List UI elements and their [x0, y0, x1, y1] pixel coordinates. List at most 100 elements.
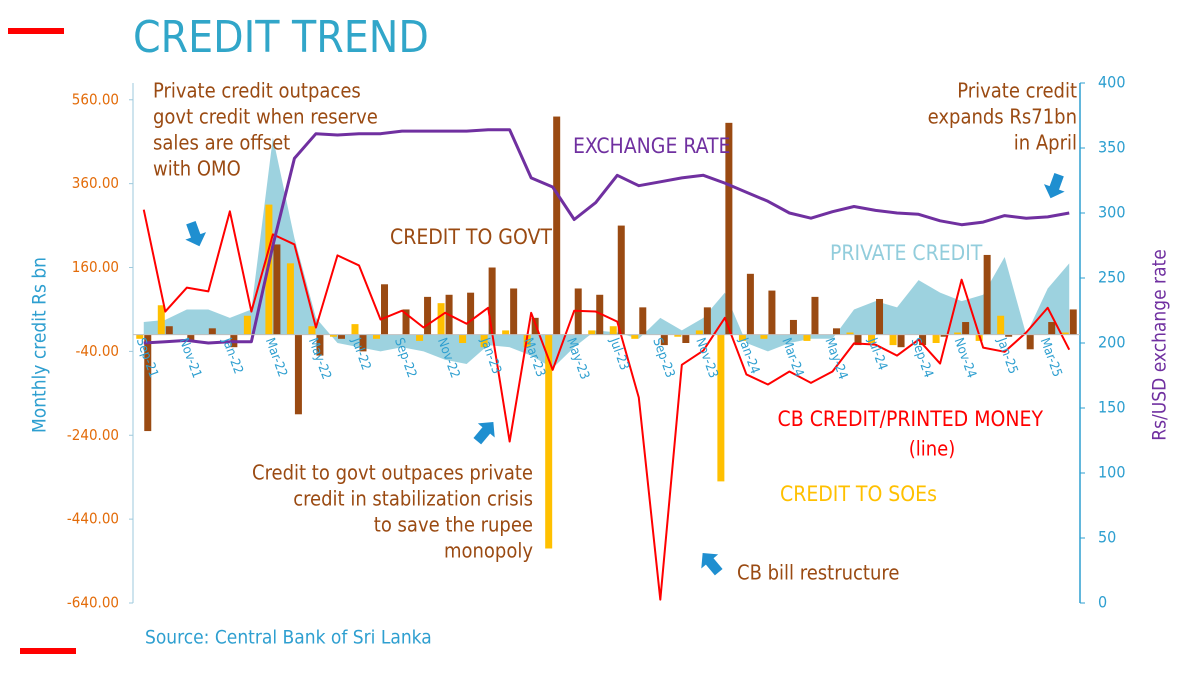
- bar: [208, 328, 216, 335]
- bar: [954, 332, 962, 335]
- arrows: [185, 173, 1065, 576]
- x-tick-label: Jul-24: [864, 335, 890, 372]
- y-tick-label: -640.00: [67, 594, 119, 612]
- bar: [359, 334, 367, 352]
- bar: [416, 334, 424, 341]
- bar: [437, 303, 445, 335]
- bar: [746, 273, 754, 335]
- y-tick-label: -440.00: [67, 510, 119, 528]
- x-tick-label: Sep-24: [908, 336, 936, 380]
- bar: [596, 294, 604, 335]
- bar: [502, 330, 510, 335]
- bar: [545, 334, 553, 549]
- bar: [803, 334, 811, 341]
- bar: [381, 284, 389, 335]
- x-tick-label: Sep-23: [649, 336, 677, 380]
- annotation: (line): [909, 437, 956, 461]
- y-tick-label: -240.00: [67, 426, 119, 444]
- bar: [639, 307, 647, 335]
- bar: [373, 334, 381, 339]
- bar: [789, 319, 797, 335]
- y2-tick-label: 0: [1098, 593, 1107, 612]
- y2-tick-label: 350: [1098, 138, 1125, 157]
- annotation: Private credit outpaces: [153, 79, 361, 103]
- bar: [738, 334, 746, 341]
- series-label: PRIVATE CREDIT: [830, 241, 983, 265]
- series-label: EXCHANGE RATE: [573, 134, 730, 158]
- plot-area: [136, 116, 1077, 601]
- bar: [932, 334, 940, 343]
- bar: [467, 292, 475, 335]
- bar: [868, 334, 876, 343]
- bar: [760, 334, 768, 339]
- x-tick-label: May-22: [305, 336, 334, 382]
- bar: [631, 334, 639, 339]
- y-tick-label: -40.00: [76, 342, 120, 360]
- source-note: Source: Central Bank of Sri Lanka: [145, 627, 432, 649]
- annotation: sales are offset: [153, 131, 290, 155]
- bar: [329, 334, 337, 337]
- y2-tick-label: 300: [1098, 203, 1125, 222]
- bar: [997, 315, 1005, 335]
- y2-tick-label: 250: [1098, 268, 1125, 287]
- bar: [243, 315, 251, 335]
- y-tick-label: 360.00: [72, 174, 119, 192]
- x-tick-label: May-23: [563, 336, 592, 382]
- bar: [674, 334, 682, 337]
- y2-tick-label: 50: [1098, 528, 1116, 547]
- x-tick-label: Jul-23: [606, 335, 632, 372]
- bar: [1061, 332, 1069, 335]
- annotation: CB bill restructure: [737, 561, 899, 585]
- bar: [703, 307, 711, 335]
- bar: [983, 254, 991, 335]
- annotation: with OMO: [153, 157, 241, 181]
- series-label: CB CREDIT/PRINTED MONEY: [778, 407, 1044, 431]
- arrow-icon: [473, 422, 495, 445]
- annotation: Credit to govt outpaces private: [252, 461, 533, 485]
- bar: [286, 263, 294, 335]
- bar: [832, 328, 840, 335]
- bar: [725, 122, 733, 335]
- bar: [136, 334, 144, 339]
- bar: [144, 334, 152, 432]
- series-label: CREDIT TO GOVT: [390, 225, 552, 249]
- labels-layer: -640.00 -440.00 -240.00 -40.00 160.00 360.00 5…: [67, 73, 1126, 612]
- annotation: credit in stabilization crisis: [293, 487, 533, 511]
- arrow-icon: [1043, 173, 1065, 199]
- y2-tick-label: 400: [1098, 73, 1125, 92]
- annotation: monopoly: [444, 539, 533, 563]
- bar: [919, 334, 927, 346]
- bar: [165, 326, 173, 335]
- annotation: expands Rs71bn: [928, 105, 1077, 129]
- bar: [480, 334, 488, 348]
- y2-tick-label: 200: [1098, 333, 1125, 352]
- bar: [876, 298, 884, 335]
- y-tick-label: 560.00: [72, 90, 119, 108]
- bar: [660, 334, 668, 346]
- bar: [854, 334, 862, 346]
- bar: [337, 334, 345, 339]
- bar: [402, 309, 410, 335]
- bar: [459, 334, 467, 343]
- bar: [617, 225, 625, 335]
- chart-title: CREDIT TREND: [133, 12, 429, 63]
- bar: [510, 288, 518, 335]
- x-tick-label: Mar-24: [778, 336, 806, 379]
- exchange-rate-line: [143, 128, 1070, 345]
- bar: [187, 334, 195, 341]
- x-tick-label: Nov-24: [951, 336, 979, 380]
- bar: [308, 326, 316, 335]
- y2-axis-title: Rs/USD exchange rate: [1149, 249, 1171, 441]
- decor-bar: [20, 648, 76, 654]
- bar: [811, 296, 819, 335]
- annotation: in April: [1014, 131, 1077, 155]
- x-tick-label: Nov-23: [692, 336, 720, 380]
- bar: [1005, 334, 1013, 337]
- bar: [553, 116, 561, 335]
- bar: [940, 334, 948, 337]
- bar: [424, 296, 432, 335]
- bar: [588, 330, 596, 335]
- annotation: Private credit: [957, 79, 1077, 103]
